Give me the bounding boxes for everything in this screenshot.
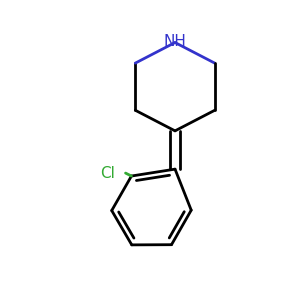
Text: Cl: Cl <box>100 166 115 181</box>
Text: NH: NH <box>164 34 187 49</box>
